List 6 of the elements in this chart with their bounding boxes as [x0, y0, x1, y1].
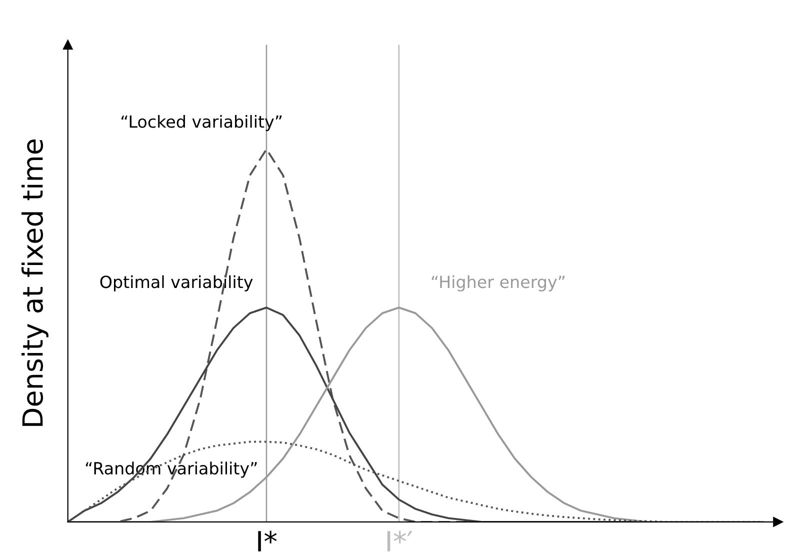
- series-label: “Higher energy”: [432, 275, 564, 292]
- x-tick-label: I*′: [387, 530, 412, 552]
- y-axis-title: Density at fixed time: [22, 140, 48, 426]
- x-tick-label: I*: [258, 530, 277, 552]
- series-label: Optimal variability: [100, 275, 253, 292]
- series-label: “Locked variability”: [122, 115, 282, 132]
